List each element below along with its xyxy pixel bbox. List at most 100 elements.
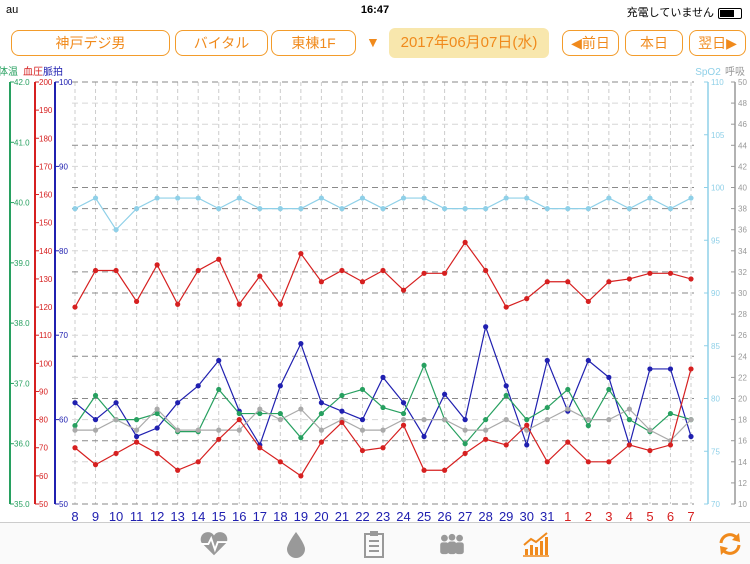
today-button[interactable]: 本日 bbox=[625, 30, 683, 56]
x-tick-label: 19 bbox=[294, 509, 308, 524]
data-point bbox=[524, 195, 530, 201]
spo2-tick-label: 85 bbox=[711, 342, 720, 351]
data-point bbox=[92, 427, 99, 433]
data-point bbox=[298, 435, 304, 441]
temp-tick-label: 39.0 bbox=[14, 259, 30, 268]
temp-tick-label: 35.0 bbox=[14, 500, 30, 509]
date-display[interactable]: 2017年06月07日(水) bbox=[389, 28, 549, 58]
data-point bbox=[298, 341, 304, 347]
x-tick-label: 6 bbox=[667, 509, 674, 524]
data-point bbox=[72, 427, 78, 433]
resp-tick-label: 46 bbox=[738, 120, 747, 129]
data-point bbox=[92, 462, 99, 468]
data-point bbox=[421, 467, 427, 473]
resp-tick-label: 38 bbox=[738, 205, 747, 214]
toolbar: 神戸デジ男 バイタル 東棟1F ▼ 2017年06月07日(水) ◀前日 本日 … bbox=[0, 28, 750, 58]
data-point bbox=[667, 410, 674, 417]
x-tick-label: 1 bbox=[564, 509, 571, 524]
data-point bbox=[688, 433, 694, 440]
data-point bbox=[400, 417, 407, 423]
data-point bbox=[647, 447, 653, 454]
x-tick-label: 7 bbox=[687, 509, 694, 524]
data-point bbox=[462, 450, 468, 456]
data-point bbox=[565, 386, 571, 393]
bp-tick-label: 170 bbox=[39, 162, 53, 171]
data-point bbox=[380, 206, 386, 212]
data-point bbox=[503, 417, 509, 423]
data-point bbox=[524, 296, 530, 302]
data-point bbox=[359, 195, 366, 201]
data-point bbox=[667, 442, 674, 448]
data-point bbox=[236, 410, 242, 417]
data-point bbox=[72, 400, 78, 406]
data-point bbox=[134, 417, 140, 423]
data-point bbox=[565, 439, 571, 445]
data-point bbox=[400, 422, 407, 428]
data-point bbox=[298, 206, 304, 212]
data-point bbox=[688, 276, 694, 282]
mode-button[interactable]: バイタル bbox=[175, 30, 268, 56]
pulse-tick-label: 90 bbox=[59, 162, 68, 171]
resp-tick-label: 34 bbox=[738, 247, 747, 256]
x-tick-label: 4 bbox=[626, 509, 633, 524]
data-point bbox=[647, 270, 653, 276]
patient-button[interactable]: 神戸デジ男 bbox=[11, 30, 170, 56]
data-point bbox=[359, 447, 366, 454]
x-tick-label: 29 bbox=[499, 509, 513, 524]
data-point bbox=[277, 383, 283, 389]
data-point bbox=[257, 206, 263, 212]
data-point bbox=[503, 442, 509, 448]
triangle-down-icon[interactable]: ▼ bbox=[366, 34, 380, 50]
data-point bbox=[667, 270, 674, 276]
pulse-tick-label: 70 bbox=[59, 331, 68, 340]
data-point bbox=[236, 195, 242, 201]
data-point bbox=[606, 279, 612, 285]
data-point bbox=[175, 400, 181, 406]
x-tick-label: 18 bbox=[273, 509, 287, 524]
data-point bbox=[483, 267, 489, 274]
vitals-heart-icon[interactable] bbox=[198, 529, 230, 559]
data-point bbox=[154, 410, 160, 417]
bp-tick-label: 90 bbox=[39, 387, 48, 396]
ward-button[interactable]: 東棟1F bbox=[271, 30, 356, 56]
next-day-button[interactable]: 翌日▶ bbox=[689, 30, 746, 56]
data-point bbox=[503, 392, 509, 399]
chart-icon[interactable] bbox=[520, 529, 552, 559]
resp-tick-label: 36 bbox=[738, 226, 747, 235]
data-point bbox=[565, 206, 571, 212]
data-point bbox=[442, 417, 448, 423]
data-point bbox=[380, 445, 386, 451]
resp-tick-label: 50 bbox=[738, 78, 747, 87]
data-point bbox=[134, 439, 140, 445]
temp-axis-label: 体温 bbox=[0, 66, 18, 78]
resp-tick-label: 44 bbox=[738, 141, 747, 150]
clipboard-icon[interactable] bbox=[358, 529, 390, 559]
data-point bbox=[667, 366, 674, 372]
data-point bbox=[236, 417, 242, 423]
resp-tick-label: 10 bbox=[738, 500, 747, 509]
data-point bbox=[626, 406, 633, 412]
data-point bbox=[503, 195, 509, 201]
data-point bbox=[647, 427, 653, 433]
x-tick-label: 22 bbox=[355, 509, 369, 524]
refresh-icon[interactable] bbox=[714, 529, 746, 559]
fluid-drop-icon[interactable] bbox=[280, 529, 312, 559]
data-point bbox=[421, 362, 427, 368]
data-point bbox=[421, 270, 427, 276]
data-point bbox=[442, 467, 448, 473]
data-point bbox=[92, 392, 99, 399]
resp-tick-label: 28 bbox=[738, 310, 747, 319]
x-tick-label: 3 bbox=[605, 509, 612, 524]
x-tick-label: 14 bbox=[191, 509, 205, 524]
data-point bbox=[298, 406, 304, 412]
group-icon[interactable] bbox=[436, 529, 468, 559]
resp-tick-label: 12 bbox=[738, 479, 747, 488]
x-tick-label: 10 bbox=[109, 509, 123, 524]
data-point bbox=[524, 442, 530, 448]
data-point bbox=[113, 417, 119, 423]
data-point bbox=[688, 366, 694, 372]
data-point bbox=[195, 267, 201, 274]
data-point bbox=[647, 195, 653, 201]
data-point bbox=[606, 417, 612, 423]
prev-day-button[interactable]: ◀前日 bbox=[562, 30, 619, 56]
